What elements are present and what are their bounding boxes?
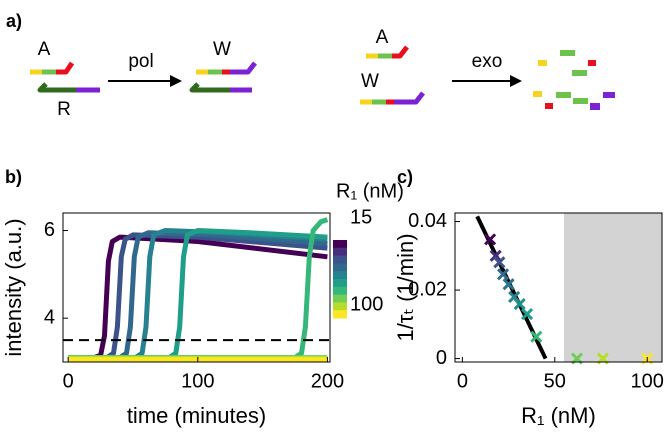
x-tick-label: 100 xyxy=(181,370,214,392)
colorbar-swatch xyxy=(333,271,347,280)
segment xyxy=(392,45,409,59)
colorbar-swatch xyxy=(333,286,347,296)
fragment xyxy=(573,98,588,104)
y-tick-label: 0.04 xyxy=(408,210,447,232)
colorbar-title: R₁ (nM) xyxy=(336,180,404,202)
point xyxy=(493,256,506,269)
segment xyxy=(56,61,75,75)
point xyxy=(484,233,497,246)
colorbar-swatch xyxy=(333,310,347,319)
fragment xyxy=(533,91,542,97)
strand-label: A xyxy=(38,39,51,60)
diagram-right: A W exo xyxy=(360,27,615,110)
fragment xyxy=(545,103,553,109)
colorbar-swatch xyxy=(333,240,347,249)
y-tick-label: 6 xyxy=(44,219,55,241)
diagram-left: A R pol W xyxy=(30,39,257,120)
colorbar-tick-label: 100 xyxy=(350,293,383,315)
segment xyxy=(394,91,425,105)
strand-label: W xyxy=(213,39,231,60)
point xyxy=(489,249,502,262)
y-axis-label: intensity (a.u.) xyxy=(1,218,26,356)
x-axis-label: R₁ (nM) xyxy=(521,403,596,428)
colorbar-swatch xyxy=(333,255,347,264)
plot-frame xyxy=(454,212,663,363)
arrow-head xyxy=(170,75,182,87)
point xyxy=(496,268,510,281)
x-tick-label: 100 xyxy=(631,370,664,392)
point xyxy=(530,330,543,343)
x-tick-label: 0 xyxy=(63,370,74,392)
point xyxy=(513,298,526,311)
segment xyxy=(230,61,257,75)
panel-label: b) xyxy=(5,167,22,187)
fragment xyxy=(603,92,615,98)
panel-label: c) xyxy=(397,167,413,187)
plot-frame xyxy=(62,212,331,363)
shaded-region xyxy=(564,213,662,362)
colorbar-swatch xyxy=(333,263,347,272)
arrow-label: pol xyxy=(128,51,153,72)
fragment xyxy=(560,50,575,56)
fragment xyxy=(588,60,596,66)
y-tick-label: 0.02 xyxy=(408,278,447,300)
colorbar-swatch xyxy=(333,279,347,288)
y-tick-label: 0 xyxy=(436,347,447,369)
fragment xyxy=(556,92,571,98)
y-tick-label: 4 xyxy=(44,306,55,328)
segment xyxy=(189,82,232,93)
fragment xyxy=(572,70,587,76)
x-tick-label: 0 xyxy=(457,370,468,392)
x-tick-label: 50 xyxy=(544,370,566,392)
colorbar-swatch xyxy=(333,294,347,303)
point xyxy=(521,307,534,321)
segment xyxy=(37,82,78,93)
colorbar-tick-label: 15 xyxy=(350,206,372,228)
fragment xyxy=(590,103,600,110)
strand-label: R xyxy=(57,99,71,120)
y-axis-label: 1/τₜ (1/min) xyxy=(393,233,418,341)
point xyxy=(502,278,515,291)
x-tick-label: 200 xyxy=(311,370,344,392)
strand-label: W xyxy=(361,71,379,92)
arrow-label: exo xyxy=(472,51,503,72)
colorbar-swatch xyxy=(333,302,347,311)
panel-label: a) xyxy=(6,11,22,31)
x-axis-label: time (minutes) xyxy=(127,403,266,428)
colorbar-swatch xyxy=(333,247,347,257)
fragment xyxy=(538,60,547,66)
strand-label: A xyxy=(376,27,389,48)
arrow-head xyxy=(510,75,522,87)
